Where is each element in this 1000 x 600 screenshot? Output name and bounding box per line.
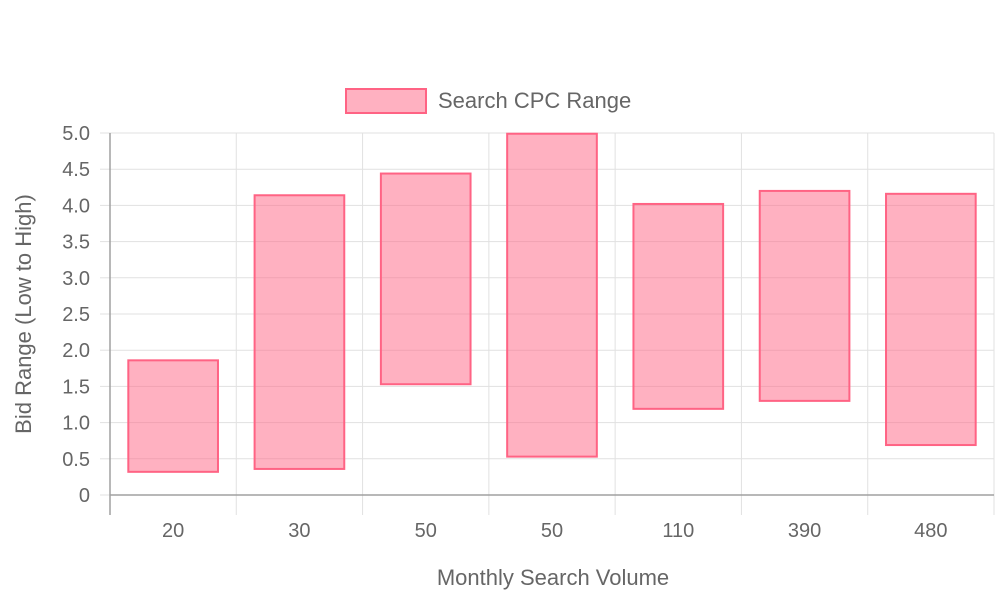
bar-7[interactable] <box>885 192 977 447</box>
axes: 0 0.5 1.0 1.5 2.0 2.5 3.0 3.5 4.0 4.5 5.0 20 30 50 50 1… <box>62 123 994 542</box>
bar-3[interactable] <box>379 172 472 386</box>
y-tick-label: 3.5 <box>62 232 90 254</box>
bar-4[interactable] <box>506 132 598 458</box>
y-tick-label: 3.0 <box>62 268 90 290</box>
bar-2[interactable] <box>253 194 346 470</box>
bars <box>127 132 977 473</box>
bar-6[interactable] <box>758 189 851 402</box>
y-tick-label: 4.5 <box>62 159 90 181</box>
y-tick-label: 1.0 <box>62 413 90 435</box>
legend-swatch <box>345 88 427 114</box>
x-tick-label: 110 <box>662 520 694 542</box>
y-tick-label: 4.0 <box>62 195 90 217</box>
x-tick-label: 480 <box>914 520 947 542</box>
y-tick-label: 5.0 <box>62 123 90 145</box>
y-axis-title: Bid Range (Low to High) <box>11 194 36 434</box>
x-tick-label: 30 <box>288 520 310 542</box>
bar-1[interactable] <box>127 359 219 473</box>
legend-label: Search CPC Range <box>438 88 631 113</box>
x-tick-label: 50 <box>415 520 437 542</box>
x-axis-title: Monthly Search Volume <box>437 565 669 590</box>
y-tick-label: 0 <box>79 485 90 507</box>
x-tick-label: 390 <box>788 520 821 542</box>
y-tick-label: 2.5 <box>62 304 90 326</box>
x-tick-label: 20 <box>162 520 184 542</box>
y-tick-label: 1.5 <box>62 376 90 398</box>
legend[interactable]: Search CPC Range <box>345 88 631 114</box>
x-tick-label: 50 <box>541 520 563 542</box>
y-tick-label: 2.0 <box>62 340 90 362</box>
y-tick-label: 0.5 <box>62 449 90 471</box>
bar-5[interactable] <box>632 202 725 410</box>
